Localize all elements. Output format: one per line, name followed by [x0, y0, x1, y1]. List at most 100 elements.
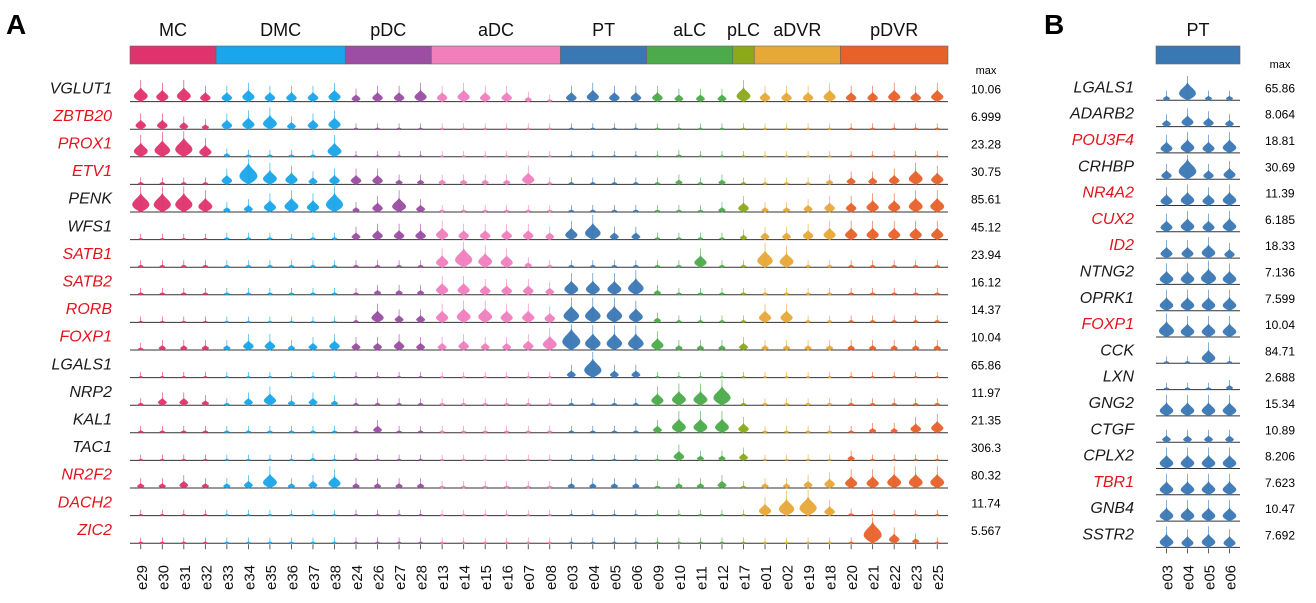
x-tick-label-e37: e37: [306, 565, 323, 590]
x-tick-label-e28: e28: [414, 565, 431, 590]
gene-row-foxp1: FOXP1 10.04: [60, 324, 1001, 351]
group-label-adc: aDC: [478, 20, 514, 40]
group-bar-mc: [129, 45, 217, 65]
x-tick-label-e20: e20: [844, 565, 861, 590]
gene-label: VGLUT1: [50, 80, 112, 97]
gene-row-cck: CCK 84.71: [1100, 342, 1295, 364]
max-value: 85.61: [971, 193, 1001, 207]
gene-row-oprk1: OPRK1 7.599: [1080, 289, 1295, 312]
gene-label: GNB4: [1090, 500, 1134, 517]
gene-row-etv1: ETV1 30.75: [72, 158, 1001, 185]
gene-row-crhbp: CRHBP 30.69: [1078, 154, 1295, 180]
gene-row-tac1: TAC1 306.3: [72, 439, 1001, 461]
max-value: 11.97: [971, 386, 1000, 400]
max-value: 10.06: [971, 82, 1001, 96]
gene-label: ZIC2: [76, 522, 112, 539]
gene-row-satb1: SATB1 23.94: [63, 241, 1001, 268]
max-value: 7.599: [1265, 292, 1295, 306]
x-tick-label-e30: e30: [155, 565, 172, 590]
x-tick-label-e04: e04: [1181, 565, 1198, 590]
gene-row-nrp2: NRP2 11.97: [69, 379, 1001, 406]
gene-label: PENK: [68, 191, 113, 208]
x-tick-label-e01: e01: [758, 565, 775, 590]
gene-row-id2: ID2 18.33: [1109, 237, 1295, 259]
x-tick-label-e15: e15: [478, 565, 495, 590]
gene-label: NR4A2: [1082, 185, 1134, 202]
group-bar-pdvr: [840, 45, 949, 65]
max-value: 16.12: [971, 276, 1001, 290]
x-tick-label-e04: e04: [586, 565, 603, 590]
max-value: 7.623: [1265, 476, 1295, 490]
gene-row-kal1: KAL1 21.35: [73, 411, 1001, 434]
gene-label: LGALS1: [52, 356, 112, 373]
x-tick-label-e07: e07: [521, 565, 538, 590]
max-value: 84.71: [1265, 344, 1295, 358]
x-tick-label-e10: e10: [672, 565, 689, 590]
gene-row-vglut1: VGLUT1 10.06: [50, 79, 1001, 103]
x-tick-label-e12: e12: [715, 565, 732, 590]
group-label-pdvr: pDVR: [870, 20, 918, 40]
gene-row-cplx2: CPLX2 8.206: [1083, 447, 1295, 469]
gene-label: CPLX2: [1083, 448, 1134, 465]
gene-row-ctgf: CTGF 10.89: [1090, 421, 1295, 443]
gene-row-lxn: LXN 2.688: [1103, 369, 1295, 391]
group-bar-dmc: [215, 45, 346, 65]
max-value: 23.94: [971, 248, 1001, 262]
group-label-advr: aDVR: [773, 20, 821, 40]
group-bar-alc: [646, 45, 734, 65]
gene-label: NR2F2: [61, 467, 112, 484]
gene-label: ETV1: [72, 163, 112, 180]
x-tick-label-e36: e36: [284, 565, 301, 590]
group-bar-adc: [431, 45, 561, 65]
gene-label: LGALS1: [1074, 79, 1134, 96]
x-tick-label-e06: e06: [1223, 565, 1240, 590]
gene-label: CCK: [1100, 342, 1135, 359]
gene-row-zbtb20: ZBTB20 6.999: [52, 107, 1001, 130]
gene-row-lgals1: LGALS1 65.86: [52, 352, 1001, 379]
gene-row-tbr1: TBR1 7.623: [1093, 473, 1295, 496]
max-value: 7.692: [1265, 529, 1295, 543]
max-value: 11.74: [971, 496, 1000, 510]
gene-label: CUX2: [1091, 211, 1134, 228]
gene-row-sstr2: SSTR2 7.692: [1082, 526, 1295, 548]
group-label-mc: MC: [159, 20, 187, 40]
group-bar-pt: [560, 45, 647, 65]
max-value: 15.34: [1265, 397, 1295, 411]
gene-label: TAC1: [72, 439, 112, 456]
x-tick-label-e26: e26: [371, 565, 388, 590]
max-value: 2.688: [1265, 371, 1295, 385]
gene-label: SSTR2: [1082, 527, 1134, 544]
x-tick-label-e14: e14: [457, 565, 474, 590]
gene-row-wfs1: WFS1 45.12: [68, 214, 1001, 241]
max-value: 6.999: [971, 110, 1001, 124]
max-value: 21.35: [971, 414, 1001, 428]
gene-label: PROX1: [58, 136, 112, 153]
x-tick-label-e18: e18: [823, 565, 840, 590]
x-tick-label-e29: e29: [134, 565, 151, 590]
x-tick-label-e35: e35: [263, 565, 280, 590]
panel-b: B PT max LGALS1 65.86 ADARB2 8.064 POU3F4 18.81 C…: [1044, 9, 1295, 590]
max-value: 6.185: [1265, 213, 1295, 227]
gene-label: NRP2: [69, 384, 112, 401]
x-tick-label-e24: e24: [349, 565, 366, 590]
max-header: max: [1270, 59, 1291, 71]
x-tick-label-e13: e13: [435, 565, 452, 590]
x-tick-label-e31: e31: [177, 565, 194, 590]
gene-row-lgals1: LGALS1 65.86: [1074, 76, 1295, 101]
x-tick-label-e09: e09: [650, 565, 667, 590]
group-label-pdc: pDC: [370, 20, 406, 40]
gene-row-satb2: SATB2 16.12: [63, 270, 1001, 296]
max-value: 18.33: [1265, 239, 1295, 253]
max-value: 306.3: [971, 441, 1001, 455]
x-tick-label-e34: e34: [241, 565, 258, 590]
max-value: 8.064: [1265, 108, 1295, 122]
max-value: 30.69: [1265, 160, 1295, 174]
max-value: 11.39: [1265, 187, 1294, 201]
gene-label: OPRK1: [1080, 290, 1134, 307]
max-value: 65.86: [1265, 81, 1295, 95]
x-tick-label-e19: e19: [801, 565, 818, 590]
x-tick-label-e05: e05: [607, 565, 624, 590]
x-tick-label-e17: e17: [737, 565, 754, 590]
gene-label: FOXP1: [60, 329, 112, 346]
